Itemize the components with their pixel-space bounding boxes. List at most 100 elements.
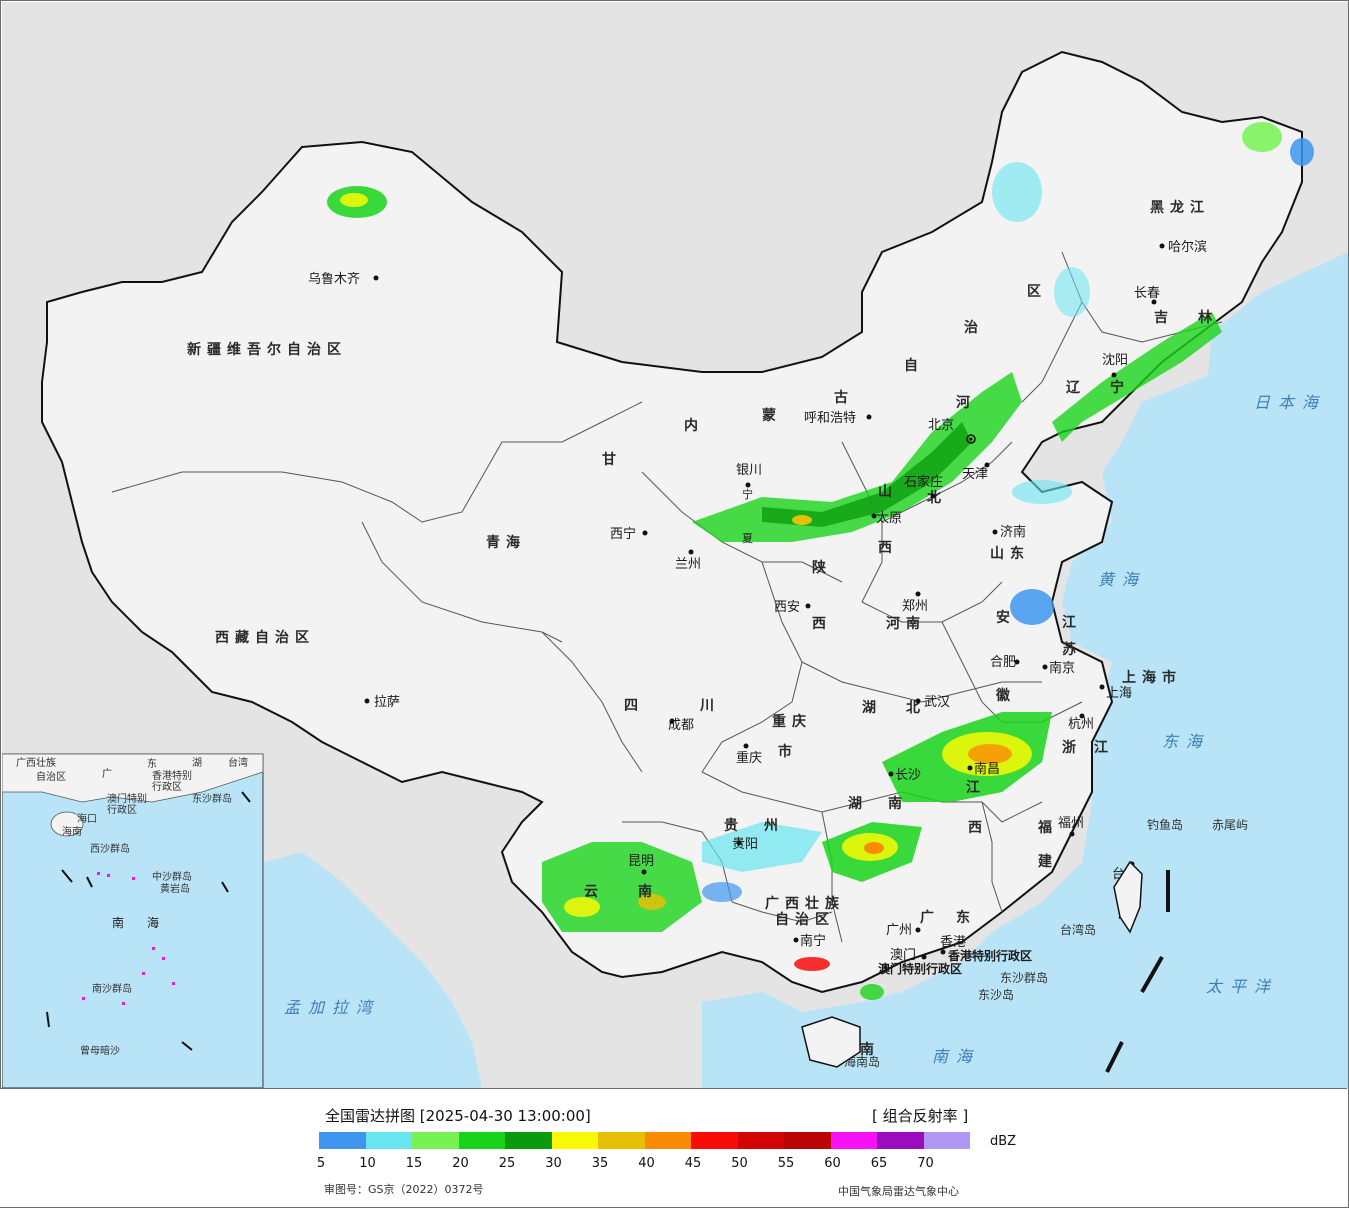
svg-text:河南: 河南	[886, 615, 926, 632]
color-swatch	[830, 1132, 877, 1149]
svg-text:川: 川	[699, 698, 720, 714]
svg-text:南沙群岛: 南沙群岛	[92, 982, 132, 995]
svg-text:市: 市	[778, 743, 798, 760]
legend-panel: 全国雷达拼图 [2025-04-30 13:00:00] [ 组合反射率 ] 5…	[0, 1088, 1347, 1207]
radar-map: 广西壮族 自治区 广 东 湖 台湾 香港特别 行政区 澳门特别 行政区 东沙群岛…	[2, 2, 1348, 1088]
svg-text:黄海: 黄海	[1098, 570, 1146, 589]
svg-text:治: 治	[964, 319, 984, 336]
svg-text:宁: 宁	[742, 487, 753, 501]
svg-text:辽: 辽	[1066, 380, 1086, 396]
svg-text:钓鱼岛: 钓鱼岛	[1147, 817, 1183, 832]
svg-text:青海: 青海	[486, 534, 526, 551]
svg-text:广: 广	[920, 909, 940, 926]
svg-text:黄岩岛: 黄岩岛	[160, 882, 190, 895]
svg-text:哈尔滨: 哈尔滨	[1168, 239, 1207, 255]
svg-text:武汉: 武汉	[924, 695, 950, 710]
svg-text:湖: 湖	[192, 757, 202, 769]
svg-text:西: 西	[878, 540, 898, 556]
svg-text:杭州: 杭州	[1068, 717, 1094, 732]
svg-text:东沙群岛: 东沙群岛	[1000, 970, 1048, 985]
color-swatch	[784, 1132, 831, 1149]
svg-text:东: 东	[956, 909, 976, 926]
svg-text:中沙群岛: 中沙群岛	[152, 870, 192, 883]
svg-text:湖: 湖	[848, 796, 868, 812]
svg-text:曾母暗沙: 曾母暗沙	[80, 1044, 120, 1057]
svg-text:宁: 宁	[1110, 379, 1130, 396]
svg-text:南宁: 南宁	[800, 933, 826, 949]
svg-text:夏: 夏	[742, 532, 753, 545]
svg-text:北: 北	[906, 700, 926, 716]
sea-bengal	[264, 852, 482, 1088]
svg-text:重庆: 重庆	[736, 750, 762, 766]
svg-text:西: 西	[968, 820, 988, 836]
svg-text:澳门特别行政区: 澳门特别行政区	[878, 961, 962, 976]
svg-text:西藏自治区: 西藏自治区	[215, 629, 315, 646]
color-swatch	[923, 1132, 970, 1149]
svg-text:北京: 北京	[928, 418, 954, 433]
scale-tick-label: 65	[870, 1156, 888, 1171]
svg-text:北: 北	[927, 490, 947, 506]
svg-text:南海: 南海	[932, 1047, 980, 1066]
sea-east	[762, 282, 1348, 1088]
color-swatch	[412, 1132, 459, 1149]
svg-text:甘: 甘	[602, 451, 622, 468]
svg-text:海: 海	[147, 915, 159, 930]
scale-tick-label: 55	[777, 1156, 795, 1171]
svg-text:呼和浩特: 呼和浩特	[804, 411, 856, 426]
svg-text:自治区: 自治区	[775, 911, 835, 928]
svg-text:广西壮族: 广西壮族	[16, 756, 56, 769]
inset-labels: 广西壮族 自治区 广 东 湖 台湾 香港特别 行政区 澳门特别 行政区 东沙群岛…	[16, 756, 248, 1057]
scale-tick-label: 60	[824, 1156, 841, 1171]
svg-text:重庆: 重庆	[772, 713, 812, 730]
sea-labels: 日本海 黄海 东海 太平洋 南海 孟加拉湾	[284, 393, 1318, 1066]
svg-text:区: 区	[1027, 284, 1047, 300]
svg-text:河: 河	[956, 394, 976, 411]
svg-text:天津: 天津	[962, 467, 988, 482]
scale-tick-label: 20	[452, 1156, 469, 1171]
taiwan-island	[1113, 860, 1143, 934]
svg-text:建: 建	[1038, 853, 1058, 870]
svg-text:广西壮族: 广西壮族	[765, 895, 845, 912]
svg-text:江: 江	[966, 779, 986, 796]
svg-text:济南: 济南	[1000, 524, 1026, 540]
svg-text:福: 福	[1037, 819, 1058, 836]
city-markers	[364, 243, 1165, 1025]
scale-tick-label: 10	[359, 1156, 376, 1171]
product-name: [ 组合反射率 ]	[872, 1107, 969, 1125]
svg-text:海南: 海南	[62, 825, 82, 838]
svg-text:南京: 南京	[1049, 660, 1075, 676]
svg-text:东海: 东海	[1162, 732, 1210, 751]
svg-text:东: 东	[147, 757, 157, 770]
svg-text:自治区: 自治区	[36, 770, 66, 783]
color-scale	[319, 1132, 970, 1149]
svg-text:浙: 浙	[1062, 739, 1082, 756]
svg-text:南昌: 南昌	[974, 761, 1000, 777]
svg-text:南: 南	[860, 1041, 880, 1058]
legend-title: 全国雷达拼图 [2025-04-30 13:00:00]	[325, 1107, 591, 1125]
radar-echoes	[327, 122, 1314, 1000]
color-swatch	[644, 1132, 691, 1149]
svg-text:太原: 太原	[876, 511, 902, 526]
scale-tick-label: 50	[731, 1156, 748, 1171]
svg-text:海南岛: 海南岛	[844, 1054, 880, 1069]
color-swatch	[551, 1132, 598, 1149]
svg-text:赤尾屿: 赤尾屿	[1212, 818, 1248, 832]
svg-text:云: 云	[584, 884, 604, 900]
color-swatch	[877, 1132, 924, 1149]
svg-text:南: 南	[638, 883, 658, 900]
svg-text:福州: 福州	[1058, 816, 1084, 831]
echo-north-band	[692, 372, 1022, 542]
svg-text:澳门: 澳门	[890, 947, 916, 963]
svg-text:东沙群岛: 东沙群岛	[192, 792, 232, 805]
svg-text:内: 内	[684, 417, 704, 434]
svg-text:南: 南	[112, 915, 124, 930]
svg-text:行政区: 行政区	[107, 803, 137, 816]
scale-ticks: 5 10 15 20 25 30 35 40 45 50 55 60 65 70	[317, 1156, 1019, 1174]
svg-text:台湾岛: 台湾岛	[1060, 922, 1096, 937]
svg-text:徽: 徽	[995, 687, 1016, 704]
svg-text:自: 自	[904, 357, 924, 374]
svg-text:拉萨: 拉萨	[374, 695, 400, 710]
svg-text:陕: 陕	[812, 559, 832, 576]
svg-text:郑州: 郑州	[902, 599, 928, 614]
color-swatch	[365, 1132, 412, 1149]
